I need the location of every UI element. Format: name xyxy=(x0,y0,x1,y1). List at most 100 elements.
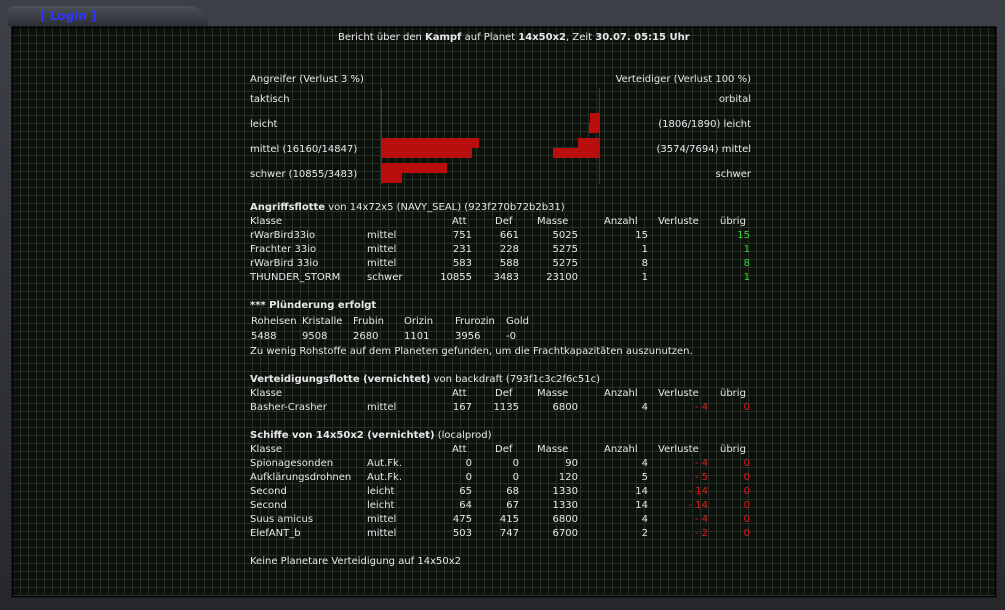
table-row: Basher-Crasher mittel 167 1135 6800 4 - … xyxy=(0,402,1005,415)
ship-anzahl: 4 xyxy=(641,514,648,525)
planet-ships-owner: (localprod) xyxy=(434,430,492,441)
ship-att: 64 xyxy=(459,500,472,511)
ship-uebrig: 1 xyxy=(743,244,750,255)
table-row: Frachter 33io mittel 231 228 5275 1 1 xyxy=(0,244,1005,257)
ship-name: rWarBird33io xyxy=(250,230,316,241)
ship-def: 68 xyxy=(506,486,519,497)
ship-type: mittel xyxy=(367,528,397,539)
overview-left-leicht: leicht xyxy=(250,119,278,130)
ship-def: 661 xyxy=(499,230,519,241)
defense-fleet-header-row: Klasse Att Def Masse Anzahl Verluste übr… xyxy=(0,388,1005,401)
ship-att: 475 xyxy=(452,514,472,525)
report-panel xyxy=(11,26,997,598)
ship-name: Basher-Crasher xyxy=(250,402,327,413)
col-klasse: Klasse xyxy=(250,388,283,399)
ship-uebrig: 0 xyxy=(743,402,750,413)
ship-att: 231 xyxy=(452,244,472,255)
planet-ships-title: Schiffe von 14x50x2 (vernichtet) xyxy=(250,430,435,441)
ship-verluste: - 4 xyxy=(694,402,708,413)
plunder-value-gold: -0 xyxy=(506,331,516,342)
plunder-label-gold: Gold xyxy=(506,316,529,327)
plunder-label-roheisen: Roheisen xyxy=(251,316,297,327)
ship-verluste: - 4 xyxy=(694,458,708,469)
ship-name: Frachter 33io xyxy=(250,244,317,255)
defender-mittel-att-bar xyxy=(578,138,600,148)
overview-right-leicht: (1806/1890) leicht xyxy=(658,119,751,130)
ship-uebrig: 0 xyxy=(743,458,750,469)
col-def: Def xyxy=(495,216,513,227)
col-verluste: Verluste xyxy=(658,444,699,455)
col-att: Att xyxy=(452,216,467,227)
ship-masse: 6700 xyxy=(552,528,578,539)
defender-mittel-def-bar xyxy=(553,148,600,158)
plunder-value-frubin: 2680 xyxy=(353,331,379,342)
ship-anzahl: 14 xyxy=(635,486,648,497)
plunder-value-frurozin: 3956 xyxy=(455,331,481,342)
ship-att: 167 xyxy=(452,402,472,413)
ship-anzahl: 1 xyxy=(641,244,648,255)
planet-ships-header-row: Klasse Att Def Masse Anzahl Verluste übr… xyxy=(0,444,1005,457)
ship-type: mittel xyxy=(367,230,397,241)
ship-type: mittel xyxy=(367,402,397,413)
title-time: 30.07. 05:15 Uhr xyxy=(595,32,690,43)
plunder-label-frubin: Frubin xyxy=(353,316,384,327)
ship-def: 1135 xyxy=(493,402,519,413)
ship-uebrig: 0 xyxy=(743,500,750,511)
table-row: rWarBird33io mittel 751 661 5025 15 15 xyxy=(0,230,1005,243)
ship-type: leicht xyxy=(367,486,395,497)
col-anzahl: Anzahl xyxy=(604,216,638,227)
ship-name: Second xyxy=(250,500,287,511)
login-link[interactable]: [ Login ] xyxy=(40,9,97,23)
attacker-schwer-att-bar xyxy=(381,163,447,173)
attack-fleet-header-row: Klasse Att Def Masse Anzahl Verluste übr… xyxy=(0,216,1005,229)
col-masse: Masse xyxy=(537,216,569,227)
table-row: Second leicht 64 67 1330 14 - 14 0 xyxy=(0,500,1005,513)
ship-anzahl: 14 xyxy=(635,500,648,511)
col-def: Def xyxy=(495,388,513,399)
header-tab xyxy=(8,6,208,26)
ship-def: 415 xyxy=(499,514,519,525)
ship-anzahl: 1 xyxy=(641,272,648,283)
plunder-label-frurozin: Frurozin xyxy=(455,316,495,327)
ship-verluste: - 2 xyxy=(694,528,708,539)
ship-uebrig: 1 xyxy=(743,272,750,283)
plunder-value-orizin: 1101 xyxy=(404,331,430,342)
ship-def: 67 xyxy=(506,500,519,511)
attack-fleet-heading: Angriffsflotte von 14x72x5 (NAVY_SEAL) (… xyxy=(250,202,565,213)
col-uebrig: übrig xyxy=(720,444,746,455)
ship-name: Aufklärungsdrohnen xyxy=(250,472,352,483)
plunder-heading: *** Plünderung erfolgt xyxy=(250,300,377,311)
title-mid2: , Zeit xyxy=(566,32,596,43)
ship-verluste: - 14 xyxy=(688,500,708,511)
ship-masse: 5275 xyxy=(552,244,578,255)
title-kampf: Kampf xyxy=(424,32,462,43)
ship-type: mittel xyxy=(367,514,397,525)
plunder-value-roheisen: 5488 xyxy=(251,331,277,342)
ship-name: THUNDER_STORM xyxy=(250,272,341,283)
ship-masse: 120 xyxy=(558,472,578,483)
ship-name: ElefANT_b xyxy=(250,528,301,539)
ship-def: 0 xyxy=(512,472,519,483)
col-att: Att xyxy=(452,388,467,399)
col-klasse: Klasse xyxy=(250,216,283,227)
ship-def: 0 xyxy=(512,458,519,469)
ship-type: mittel xyxy=(367,258,397,269)
ship-verluste: - 4 xyxy=(694,514,708,525)
table-row: Aufklärungsdrohnen Aut.Fk. 0 0 120 5 - 5… xyxy=(0,472,1005,485)
defender-axis-line xyxy=(599,88,600,184)
ship-att: 10855 xyxy=(440,272,472,283)
ship-uebrig: 0 xyxy=(743,472,750,483)
ship-anzahl: 4 xyxy=(641,458,648,469)
ship-def: 228 xyxy=(499,244,519,255)
ship-masse: 90 xyxy=(565,458,578,469)
ship-def: 3483 xyxy=(493,272,519,283)
ship-att: 751 xyxy=(452,230,472,241)
attack-fleet-title: Angriffsflotte xyxy=(250,202,326,213)
overview-left-taktisch: taktisch xyxy=(250,94,290,105)
ship-type: schwer xyxy=(367,272,403,283)
ship-att: 0 xyxy=(465,458,472,469)
table-row: Suus amicus mittel 475 415 6800 4 - 4 0 xyxy=(0,514,1005,527)
ship-def: 588 xyxy=(499,258,519,269)
defender-loss-label: Verteidiger (Verlust 100 %) xyxy=(615,74,751,85)
title-planet: 14x50x2 xyxy=(518,32,566,43)
